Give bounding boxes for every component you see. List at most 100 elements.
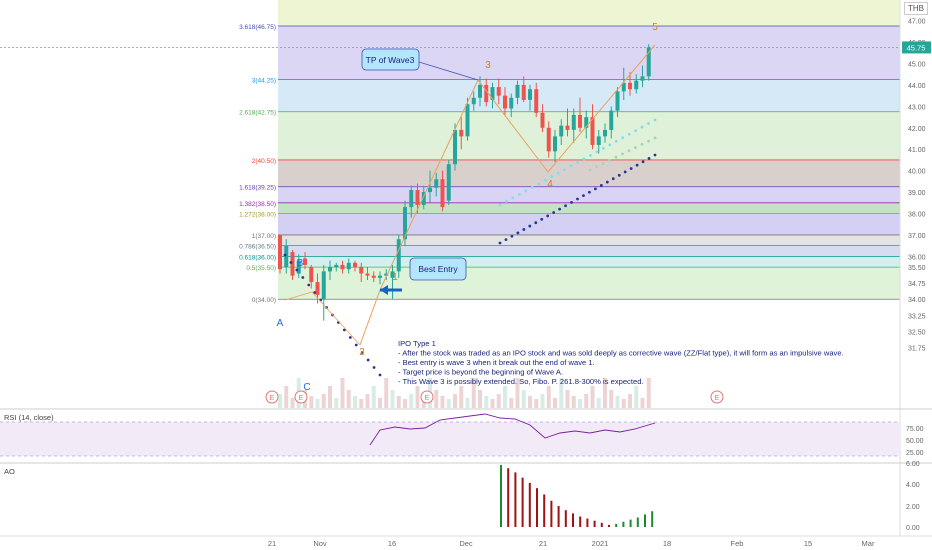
candle	[346, 262, 351, 270]
abc-label: A	[277, 318, 284, 329]
note-line: - This Wave 3 is possibly extended. So, …	[398, 377, 644, 386]
volume-bar	[509, 398, 514, 408]
wave-channel-dots	[614, 139, 618, 143]
wave-channel-dots	[634, 146, 637, 150]
note-line: IPO Type 1	[398, 339, 436, 348]
candle	[428, 187, 432, 193]
wave-channel-dots	[653, 118, 657, 122]
volume-bar	[571, 396, 576, 408]
fib-level-label: 2(40.50)	[252, 158, 276, 165]
wave-label: 1	[392, 272, 398, 283]
candle	[471, 97, 476, 105]
wave-label: 4	[547, 179, 553, 190]
fib-band	[278, 202, 900, 214]
abc-channel-dots	[289, 261, 293, 264]
fib-level-label: 1.382(38.50)	[239, 201, 276, 208]
wave-channel-dots	[647, 139, 650, 143]
candle	[509, 97, 514, 109]
wave-channel-dots	[640, 143, 644, 146]
volume-bar	[565, 390, 570, 408]
volume-bar	[496, 394, 501, 408]
ao-bar	[536, 488, 538, 527]
fib-band	[278, 79, 900, 112]
candle	[540, 112, 545, 128]
candle	[446, 164, 451, 201]
wave-channel-dots	[511, 196, 515, 200]
candle	[465, 104, 470, 137]
candle	[496, 87, 501, 96]
currency-badge[interactable]: THB	[904, 2, 928, 15]
ao-bar	[586, 518, 589, 527]
candle	[578, 114, 582, 128]
wave-channel-dots	[653, 153, 657, 157]
volume-bar	[309, 396, 314, 408]
candle	[628, 82, 632, 90]
fib-band	[278, 213, 900, 235]
ao-tick: 6.00	[906, 461, 920, 468]
abc-channel-dots	[348, 336, 352, 339]
abc-channel-dots	[301, 276, 305, 279]
candle	[484, 84, 489, 103]
candle	[328, 267, 332, 272]
volume-bar	[365, 394, 370, 408]
volume-bar	[559, 378, 564, 408]
abc-channel-dots	[283, 253, 287, 257]
ao-bar	[507, 468, 510, 527]
fib-band	[278, 186, 900, 203]
time-tick: 2021	[592, 539, 609, 548]
wave-channel-dots	[621, 152, 624, 156]
fib-level-label: 2.618(42.75)	[239, 110, 276, 117]
candle	[396, 239, 401, 272]
earnings-marker-label: E	[270, 395, 275, 402]
price-tick: 47.00	[908, 19, 926, 26]
price-tick: 34.00	[908, 297, 926, 304]
price-tick: 36.00	[908, 254, 926, 261]
volume-bar	[478, 390, 482, 408]
volume-bar	[334, 398, 339, 408]
abc-channel-dots	[354, 343, 358, 347]
ao-bar	[500, 465, 502, 527]
abc-label: B	[297, 258, 304, 269]
wave-label: 3	[485, 60, 491, 71]
volume-bar	[596, 398, 601, 408]
fib-band	[278, 256, 900, 268]
rsi-line	[369, 413, 656, 446]
ao-bar	[622, 521, 625, 527]
wave-channel-dots	[564, 204, 567, 208]
wave-channel-dots	[614, 155, 618, 159]
wave-channel-dots	[634, 129, 638, 133]
ao-bar	[521, 477, 524, 527]
earnings-marker-label: E	[425, 395, 430, 402]
abc-channel-dots	[378, 373, 382, 377]
price-tick: 38.00	[908, 212, 926, 219]
volume-bar	[371, 386, 376, 408]
wave-channel-dots	[540, 217, 544, 221]
time-tick: 21	[539, 539, 547, 548]
wave-label: 5	[652, 22, 658, 33]
tp-callout-pointer	[418, 61, 479, 81]
fib-band	[278, 267, 900, 300]
volume-bar	[290, 398, 295, 408]
tp-callout-text: TP of Wave3	[366, 55, 415, 65]
candle	[584, 117, 589, 128]
fib-band	[278, 234, 900, 246]
wave-channel-dots	[623, 170, 627, 174]
volume-bar	[515, 378, 520, 408]
wave-channel-dots	[534, 221, 538, 225]
ao-bar	[600, 522, 603, 527]
wave-channel-dots	[601, 146, 605, 150]
ao-bar	[579, 516, 582, 527]
candle	[490, 87, 495, 100]
wave-channel-dots	[595, 150, 599, 154]
wave-channel-dots	[588, 190, 591, 194]
earnings-marker-label: E	[715, 395, 720, 402]
time-tick: 16	[388, 539, 396, 548]
time-tick: Dec	[459, 539, 473, 548]
wave-channel-dots	[621, 136, 625, 140]
wave-channel-dots	[582, 194, 585, 198]
note-line: - Target price is beyond the beginning o…	[398, 368, 563, 377]
volume-bar	[278, 394, 282, 408]
wave-channel-dots	[570, 200, 573, 204]
wave-channel-dots	[516, 231, 520, 235]
